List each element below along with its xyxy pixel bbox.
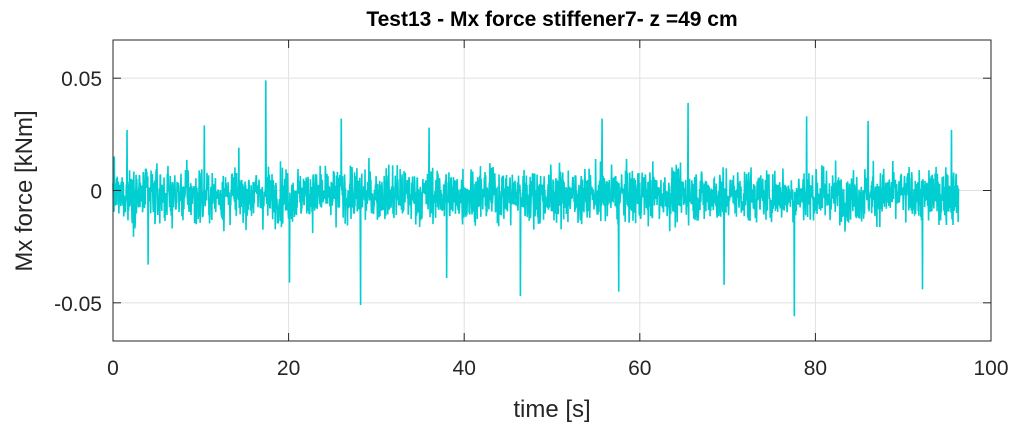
y-tick-label: 0.05 [61, 68, 102, 91]
x-tick-label: 60 [628, 357, 651, 380]
tick-labels: 0 20 40 60 80 100 -0.05 0 0.05 [54, 68, 1008, 380]
chart-title: Test13 - Mx force stiffener7- z =49 cm [366, 8, 737, 31]
x-axis-label: time [s] [513, 396, 590, 423]
x-tick-label: 40 [453, 357, 476, 380]
x-tick-label: 100 [973, 357, 1008, 380]
y-tick-label: -0.05 [54, 293, 102, 316]
y-axis-label: Mx force [kNm] [11, 110, 38, 271]
x-tick-label: 20 [277, 357, 300, 380]
axis-ticks [112, 40, 992, 341]
series-line [112, 80, 960, 317]
y-tick-label: 0 [90, 181, 102, 204]
x-tick-label: 0 [107, 357, 119, 380]
x-tick-label: 80 [804, 357, 827, 380]
